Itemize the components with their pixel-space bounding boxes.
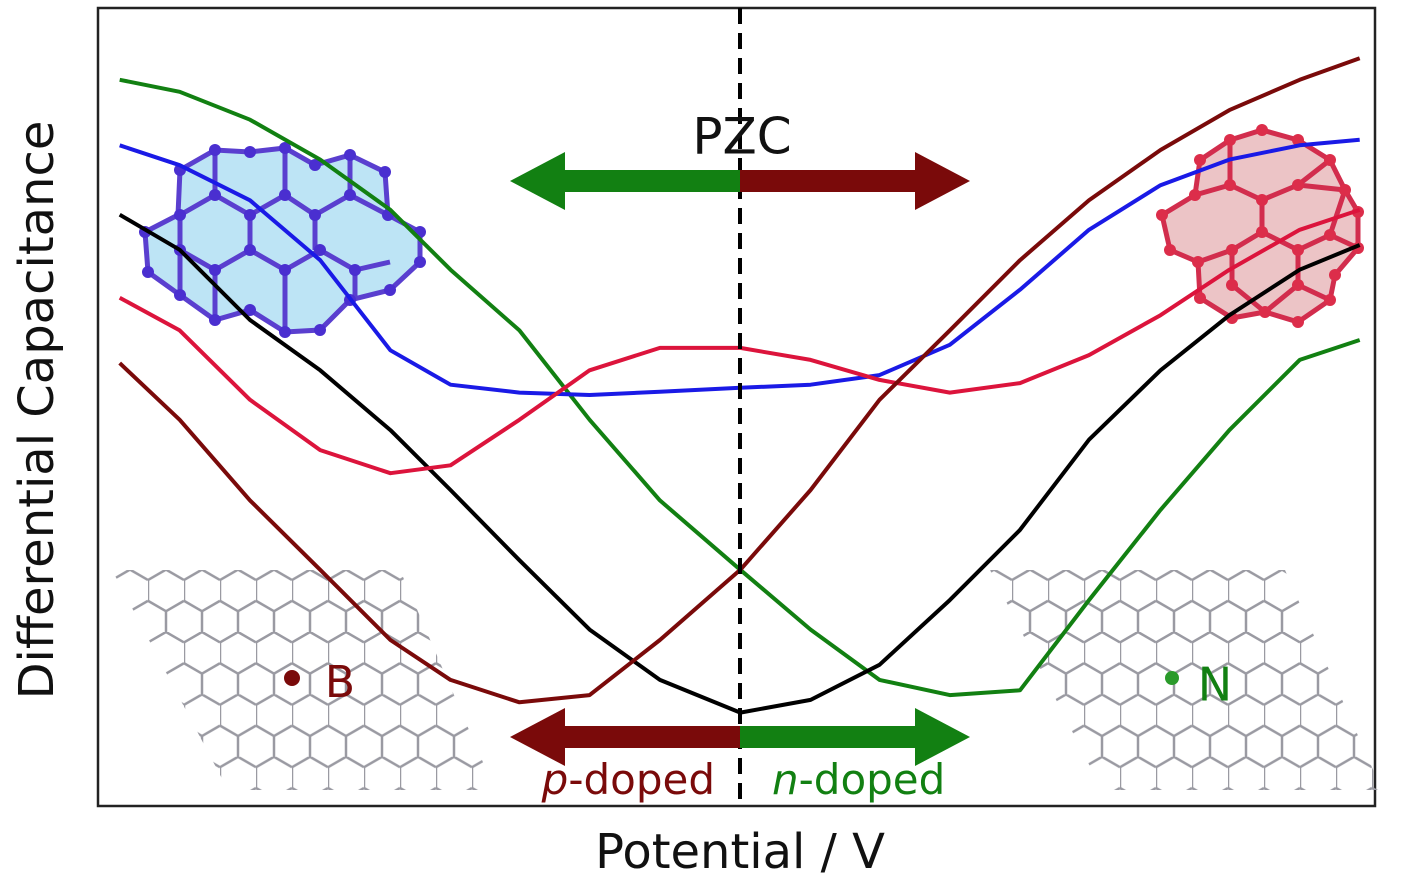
n-italic: n xyxy=(772,755,799,804)
n-doped-label: n-doped xyxy=(772,755,945,804)
graphene-boron xyxy=(112,570,495,790)
nitrogen-atom xyxy=(1165,671,1179,685)
nitrogen-label: N xyxy=(1198,658,1232,712)
graphene-nitrogen xyxy=(990,570,1382,790)
bottom-arrows xyxy=(510,708,970,766)
p-doped-label: p-doped xyxy=(541,755,715,804)
y-axis-label: Differential Capacitance xyxy=(9,121,65,700)
x-axis-label: Potential / V xyxy=(595,824,885,880)
p-rest: -doped xyxy=(568,755,715,804)
boron-label: B xyxy=(325,657,355,708)
p-italic: p xyxy=(541,755,569,804)
n-rest: -doped xyxy=(799,755,946,804)
pzc-label: PZC xyxy=(692,108,791,166)
top-arrows xyxy=(510,152,970,210)
red-molecule xyxy=(1156,124,1364,328)
boron-atom xyxy=(284,670,300,686)
